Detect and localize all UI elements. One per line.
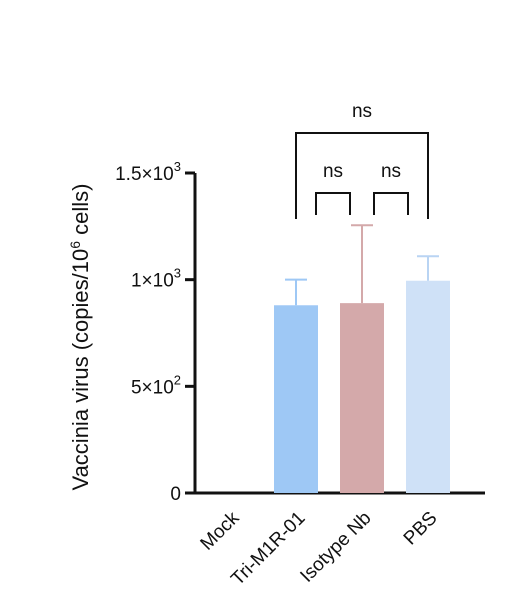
y-axis-title-sup: 6 — [67, 241, 83, 249]
x-tick-label: Isotype Nb — [296, 508, 375, 587]
bar-isotype-nb — [340, 303, 384, 493]
bars — [274, 280, 450, 493]
y-tick-label-exponent: 2 — [174, 372, 181, 387]
x-tick-label: Mock — [197, 507, 244, 554]
y-tick-label-exponent: 3 — [174, 159, 181, 174]
y-axis-title-main: Vaccinia virus (copies/10 — [68, 249, 93, 491]
significance-brackets: ns ns ns — [295, 101, 429, 219]
y-axis-title-group: Vaccinia virus (copies/106 cells) — [67, 184, 93, 491]
y-tick-label-base: 1.5×10 — [115, 164, 174, 185]
bar-tri-m1r-01 — [274, 305, 318, 493]
significance-label: ns — [381, 161, 401, 182]
y-tick-label-base: 0 — [170, 484, 181, 505]
significance-bracket — [295, 132, 429, 219]
y-tick-label-exponent: 3 — [174, 266, 181, 281]
y-tick-label-base: 1×10 — [131, 271, 174, 292]
significance-bracket — [315, 192, 351, 215]
y-tick-label: 1×103 — [131, 266, 181, 292]
significance-label: ns — [323, 161, 343, 182]
significance-label: ns — [352, 101, 372, 122]
x-tick-label: PBS — [400, 508, 442, 550]
y-tick-label: 0 — [170, 484, 181, 505]
y-tick-label: 1.5×103 — [115, 159, 181, 185]
significance-bracket — [373, 192, 409, 215]
y-tick-label: 5×102 — [131, 372, 181, 398]
y-tick-label-base: 5×10 — [131, 377, 174, 398]
bar-pbs — [406, 280, 450, 493]
y-axis-title: Vaccinia virus (copies/106 cells) — [67, 184, 93, 491]
y-axis-title-end: cells) — [68, 184, 93, 241]
error-bars — [285, 224, 439, 306]
